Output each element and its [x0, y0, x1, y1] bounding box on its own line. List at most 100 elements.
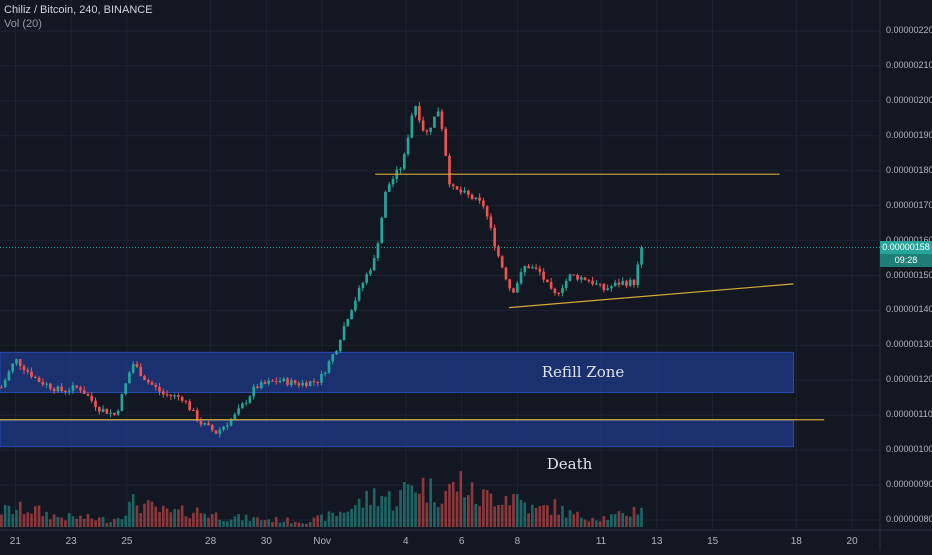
candle-body — [613, 282, 617, 287]
candle-body — [101, 408, 105, 412]
candle-body — [49, 383, 52, 389]
candle-body — [203, 423, 207, 425]
volume-bar — [327, 511, 331, 527]
candle-body — [572, 274, 576, 276]
volume-bar — [177, 509, 180, 527]
x-tick-label: 6 — [458, 536, 465, 547]
volume-bar — [546, 505, 549, 527]
candle-body — [128, 372, 131, 384]
volume-bar — [583, 519, 587, 527]
volume-bar — [372, 488, 376, 527]
volume-bar — [135, 505, 139, 527]
candle-body — [312, 381, 316, 383]
volume-bar — [263, 520, 267, 527]
y-tick-label: 0.00000110 — [886, 409, 932, 420]
volume-bar — [335, 515, 338, 527]
candle-body — [346, 319, 350, 327]
candle-body — [380, 217, 384, 244]
candle-body — [146, 380, 150, 383]
volume-bar — [395, 506, 399, 527]
candle-body — [248, 396, 252, 403]
candle-body — [429, 127, 432, 132]
volume-bar — [421, 477, 425, 527]
candle-body — [523, 266, 527, 273]
volume-bar — [195, 507, 199, 527]
candle-body — [161, 391, 165, 395]
candle-body — [515, 283, 519, 293]
volume-bar — [402, 481, 406, 527]
candle-body — [583, 277, 587, 281]
candle-body — [11, 363, 15, 372]
candle-body — [617, 282, 621, 285]
y-tick-label: 0.00000220 — [886, 25, 932, 35]
volume-bar — [564, 517, 568, 527]
volume-bar — [621, 512, 625, 527]
candle-body — [369, 270, 372, 275]
volume-bar — [519, 499, 523, 527]
volume-bar — [90, 518, 94, 527]
candle-body — [463, 190, 466, 193]
volume-bar — [455, 491, 459, 527]
volume-bar — [301, 523, 304, 527]
volume-bar — [534, 508, 538, 527]
volume-bar — [497, 505, 500, 527]
volume-bar — [425, 502, 429, 527]
volume-bar — [41, 516, 45, 527]
volume-bar — [640, 507, 643, 527]
volume-indicator-label: Vol (20) — [4, 18, 42, 30]
y-tick-label: 0.00000130 — [886, 339, 932, 350]
volume-bar — [22, 514, 26, 527]
volume-bar — [60, 517, 63, 527]
volume-bar — [406, 484, 410, 527]
candle-body — [482, 200, 485, 207]
candle-body — [602, 283, 606, 291]
candle-body — [274, 381, 278, 383]
volume-bar — [625, 515, 628, 527]
volume-bar — [286, 517, 289, 527]
volume-bar — [587, 521, 591, 527]
volume-bar — [538, 505, 542, 527]
candle-body — [233, 414, 237, 420]
volume-bar — [192, 512, 195, 527]
volume-bar — [139, 512, 143, 527]
candle-body — [519, 272, 523, 284]
candle-body — [218, 429, 222, 434]
volume-bar — [323, 520, 327, 527]
candle-body — [195, 410, 199, 422]
volume-bar — [248, 521, 252, 527]
candle-body — [22, 366, 26, 371]
volume-bar — [331, 512, 335, 527]
candle-body — [391, 178, 395, 185]
volume-bar — [613, 514, 617, 527]
candle-body — [52, 388, 56, 392]
candle-body — [214, 430, 218, 434]
volume-bar — [312, 517, 316, 527]
volume-bar — [82, 518, 86, 527]
volume-bar — [508, 505, 512, 527]
volume-bar — [399, 489, 402, 527]
candle-body — [229, 419, 233, 426]
volume-bar — [256, 517, 259, 527]
volume-bar — [429, 478, 432, 527]
volume-bar — [410, 485, 414, 527]
x-tick-label: 18 — [790, 536, 802, 547]
volume-bar — [433, 502, 436, 527]
y-tick-label: 0.00000200 — [886, 94, 932, 105]
volume-bar — [49, 519, 52, 527]
rising-support-trendline — [508, 283, 794, 309]
refill-zone-box — [0, 351, 795, 394]
candle-body — [286, 378, 289, 385]
volume-bar — [523, 502, 527, 527]
x-tick-label: 8 — [514, 536, 521, 547]
volume-bar — [305, 523, 308, 527]
volume-bar — [636, 514, 640, 527]
volume-bar — [33, 506, 37, 527]
volume-bar — [561, 505, 564, 527]
volume-bar — [165, 508, 169, 527]
volume-bar — [226, 521, 229, 527]
candle-body — [244, 402, 248, 404]
candle-body — [640, 247, 643, 265]
y-tick-label: 0.00000180 — [886, 164, 932, 175]
volume-bar — [109, 522, 112, 527]
